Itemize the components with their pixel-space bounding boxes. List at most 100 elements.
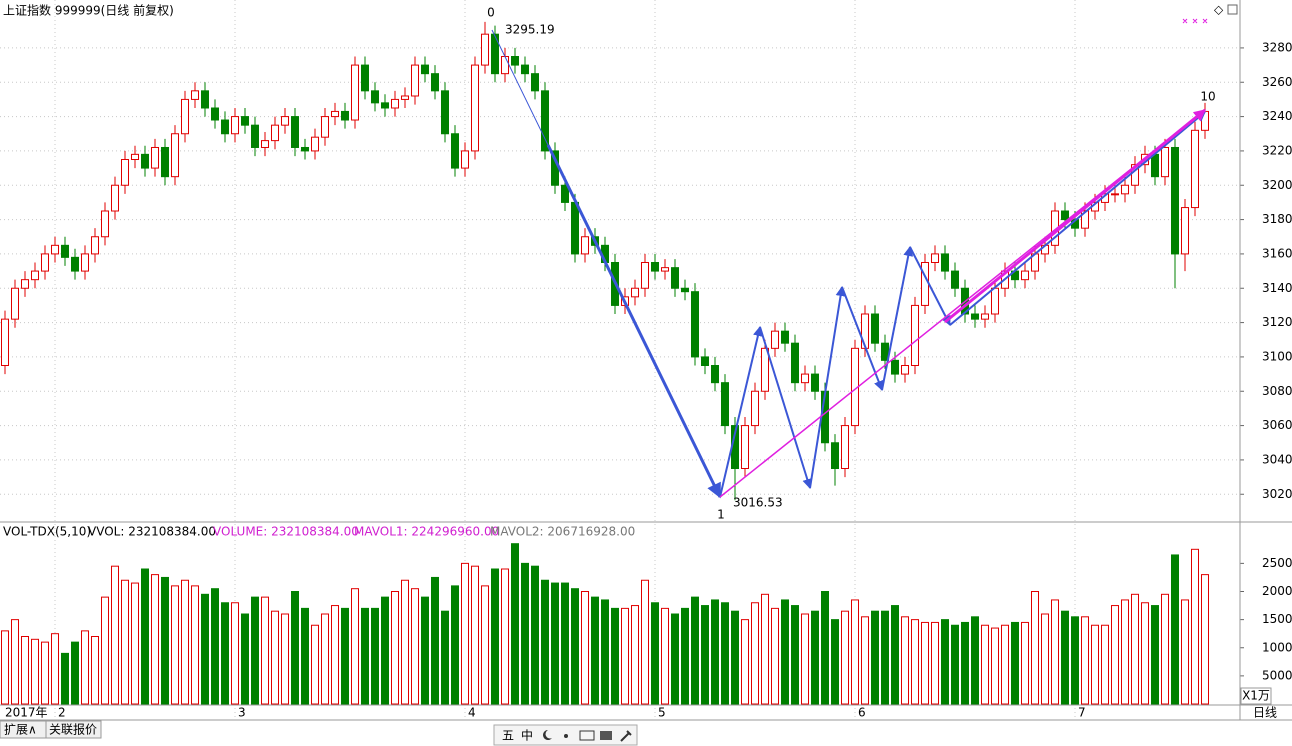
- volume-bar: [1011, 621, 1019, 705]
- volume-bar: [141, 568, 149, 705]
- volume-bar: [1181, 599, 1189, 705]
- volume-bar: [971, 616, 979, 705]
- candle-body: [901, 365, 909, 375]
- volume-bar: [541, 579, 549, 705]
- volume-bar: [701, 605, 709, 705]
- volume-bar: [661, 607, 669, 705]
- toolbar-button[interactable]: 五: [502, 729, 514, 743]
- volume-bar: [671, 613, 679, 705]
- volume-bar: [651, 602, 659, 705]
- candle-body: [411, 64, 419, 97]
- volume-bar: [681, 607, 689, 705]
- candle-body: [721, 382, 729, 427]
- toolbar-button[interactable]: [600, 731, 612, 740]
- candle-body: [751, 390, 759, 427]
- candle-body: [781, 330, 789, 344]
- readout: VOLUME: 232108384.00: [213, 525, 359, 539]
- markers: [1182, 18, 1208, 24]
- candle-body: [51, 244, 59, 255]
- x-tick-label: 2: [58, 706, 66, 720]
- candle-body: [91, 236, 99, 255]
- toolbar-button[interactable]: 中: [521, 728, 533, 743]
- toolbar-button[interactable]: [579, 730, 595, 741]
- candle-body: [841, 425, 849, 470]
- volume-bar: [171, 585, 179, 705]
- marker: [1182, 18, 1208, 24]
- volume-bar: [401, 579, 409, 705]
- y-tick-label: 3160: [1262, 246, 1292, 260]
- candle-body: [981, 313, 989, 320]
- volume-bar: [281, 613, 289, 705]
- volume-bar: [1031, 591, 1039, 705]
- volume-bar: [321, 613, 329, 705]
- candle-body: [211, 107, 219, 121]
- volume-bar: [241, 613, 249, 705]
- readout: VVOL: 232108384.00: [88, 525, 216, 539]
- volume-bar: [791, 605, 799, 705]
- volume-bar: [1, 630, 9, 705]
- volume-bar: [611, 607, 619, 705]
- volume-bar: [111, 565, 119, 705]
- candle-body: [181, 98, 189, 135]
- volume-bar: [251, 596, 259, 705]
- candle-body: [811, 373, 819, 392]
- volume-bar: [61, 652, 69, 705]
- volume-bar: [381, 596, 389, 705]
- candle-body: [1061, 210, 1069, 221]
- candle-body: [321, 116, 329, 138]
- volume-bar: [201, 593, 209, 705]
- candle-body: [351, 64, 359, 121]
- candle-body: [1161, 146, 1169, 178]
- y-tick-label: 3100: [1262, 349, 1292, 363]
- candle-body: [251, 124, 259, 148]
- tab-label[interactable]: 扩展∧: [4, 723, 37, 737]
- volume-bar: [81, 630, 89, 705]
- toolbar-button[interactable]: [543, 730, 552, 740]
- candle-body: [861, 313, 869, 349]
- candle-body: [501, 56, 509, 75]
- candle-body: [241, 116, 249, 126]
- tab[interactable]: [45, 720, 102, 739]
- unit-box: [1240, 687, 1272, 705]
- volume-bar: [471, 565, 479, 705]
- volume-bar: [1201, 574, 1209, 705]
- volume-bar: [351, 588, 359, 705]
- trend-arrow: [944, 108, 1206, 324]
- candle-body: [341, 110, 349, 121]
- y-tick-label: 3180: [1262, 212, 1292, 226]
- y-tick-label: 15000: [1262, 612, 1292, 626]
- volume-bar: [711, 599, 719, 705]
- y-tick-label: 20000: [1262, 584, 1292, 598]
- candle-body: [1151, 153, 1159, 178]
- volume-bar: [441, 610, 449, 705]
- volume-bar: [951, 624, 959, 705]
- volume-bar: [1041, 613, 1049, 705]
- volume-bar: [1061, 610, 1069, 705]
- tab-label[interactable]: 关联报价: [49, 722, 97, 737]
- volume-bar: [211, 588, 219, 705]
- candle-body: [111, 184, 119, 212]
- volume-bar: [71, 641, 79, 705]
- candle-body: [261, 140, 269, 148]
- volume-bar: [831, 619, 839, 705]
- volume-bar: [561, 582, 569, 705]
- candle-body: [101, 210, 109, 238]
- icon[interactable]: ◇: [1214, 3, 1224, 17]
- candle-body: [801, 373, 809, 384]
- toolbar-button[interactable]: [620, 730, 632, 742]
- volume-bar: [181, 579, 189, 705]
- candle-body: [371, 90, 379, 104]
- candle-body: [61, 244, 69, 258]
- toolbar-button[interactable]: [564, 734, 568, 738]
- volume-bar: [511, 543, 519, 705]
- volume-bar: [721, 602, 729, 705]
- icon[interactable]: [1227, 4, 1238, 15]
- volume-bar: [231, 602, 239, 705]
- volume-bar: [341, 607, 349, 705]
- volume-title: VOL-TDX(5,10): [3, 525, 91, 539]
- candle-body: [641, 262, 649, 289]
- candle-body: [281, 116, 289, 126]
- volume-bar: [631, 605, 639, 705]
- volume-bar: [961, 621, 969, 705]
- x-tick-label: 4: [468, 706, 476, 720]
